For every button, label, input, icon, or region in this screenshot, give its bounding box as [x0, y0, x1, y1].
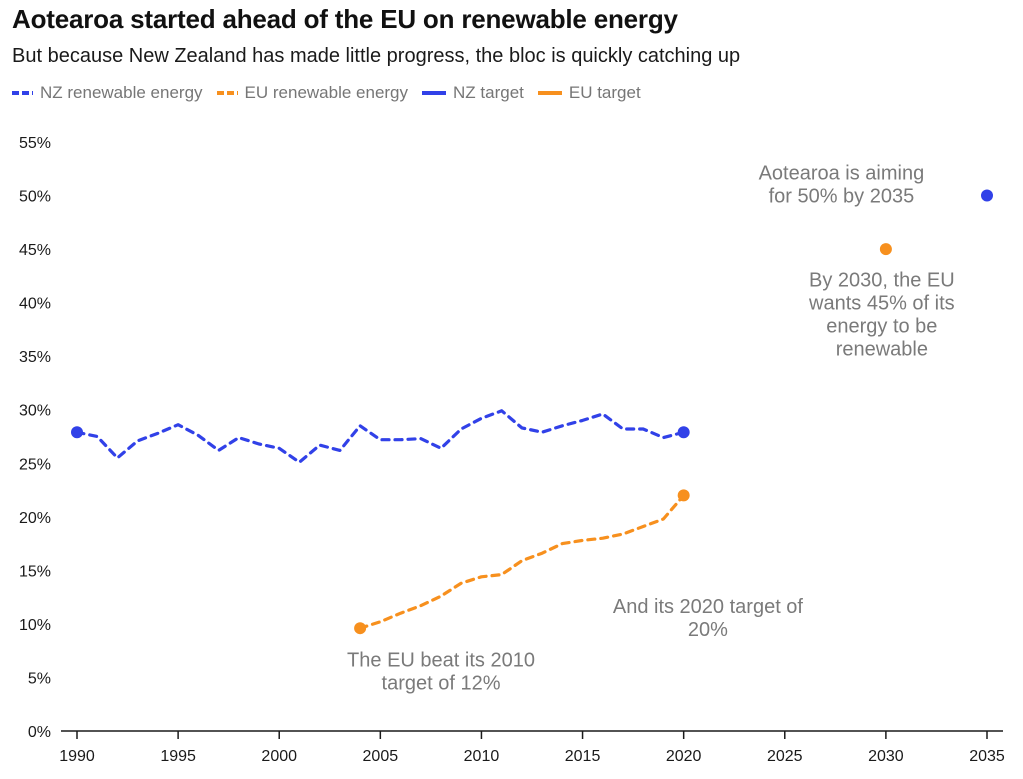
legend-swatch-nz-dashed [12, 91, 33, 95]
y-tick-label: 40% [19, 296, 51, 313]
x-tick-label: 1995 [160, 748, 196, 765]
annotation-line: Aotearoa is aiming [759, 162, 925, 184]
x-tick-label: 2035 [969, 748, 1005, 765]
series-layer [71, 189, 993, 635]
annotation-line: for 50% by 2035 [769, 185, 915, 207]
y-tick-label: 10% [19, 617, 51, 634]
legend-item-nz-renewable: NZ renewable energy [12, 83, 203, 103]
nz-renewable-energy-line [75, 409, 686, 464]
x-axis: 1990 1995 2000 2005 2010 2015 2020 2025 2030 2035 [59, 730, 1005, 765]
y-tick-label: 0% [28, 724, 51, 741]
x-tick-label: 2005 [363, 748, 399, 765]
legend-item-eu-target: EU target [537, 83, 641, 103]
y-tick-label: 15% [19, 563, 51, 580]
nz-renewable-energy-endpoint-marker [71, 426, 83, 439]
x-tick-label: 2000 [261, 748, 297, 765]
eu-target-point [879, 243, 892, 256]
x-tick-label: 2010 [464, 748, 500, 765]
chart-subtitle: But because New Zealand has made little … [12, 45, 741, 67]
annotation-layer: Aotearoa is aiming for 50% by 2035 By 2030… [347, 162, 955, 694]
legend-label: EU target [568, 83, 641, 102]
y-tick-label: 45% [19, 242, 51, 259]
y-tick-label: 50% [19, 189, 51, 206]
eu-renewable-energy-endpoint-marker [354, 622, 367, 635]
x-tick-label: 1990 [59, 748, 95, 765]
legend-label: NZ renewable energy [40, 83, 203, 102]
x-tick-label: 2020 [666, 748, 702, 765]
x-tick-label: 2015 [565, 748, 601, 765]
y-tick-label: 20% [19, 510, 51, 527]
legend-label: EU renewable energy [244, 83, 409, 102]
annotation-line: The EU beat its 2010 [347, 650, 535, 672]
legend: NZ renewable energy EU renewable energy … [12, 83, 655, 103]
annotation-nz-target-note: Aotearoa is aiming for 50% by 2035 [759, 162, 925, 207]
annotation-eu-2010-note: The EU beat its 2010 target of 12% [347, 650, 535, 695]
annotation-line: renewable [836, 339, 928, 361]
y-tick-label: 30% [19, 403, 51, 420]
x-tick-label: 2025 [767, 748, 803, 765]
nz-renewable-energy-endpoint-marker [677, 426, 690, 439]
legend-item-nz-target: NZ target [422, 83, 524, 103]
x-tick-label: 2030 [868, 748, 904, 765]
y-tick-label: 55% [19, 135, 51, 152]
annotation-line: By 2030, the EU [809, 270, 955, 292]
nz-target-point [981, 189, 993, 202]
eu-renewable-energy-line [358, 493, 686, 630]
annotation-line: energy to be [826, 316, 937, 338]
y-tick-label: 5% [28, 670, 51, 687]
chart-title: Aotearoa started ahead of the EU on rene… [12, 4, 678, 34]
annotation-eu-2030-note: By 2030, the EU wants 45% of its energy to… [808, 270, 955, 361]
y-tick-label: 35% [19, 349, 51, 366]
y-tick-label: 25% [19, 456, 51, 473]
legend-swatch-nz-solid [422, 91, 447, 95]
eu-renewable-energy-endpoint-marker [677, 489, 690, 502]
legend-item-eu-renewable: EU renewable energy [216, 83, 409, 103]
legend-swatch-eu-dashed [216, 91, 238, 95]
annotation-eu-2020-note: And its 2020 target of 20% [613, 596, 804, 641]
legend-label: NZ target [453, 83, 524, 102]
legend-swatch-eu-solid [537, 91, 562, 95]
annotation-line: target of 12% [382, 673, 501, 695]
annotation-line: And its 2020 target of [613, 596, 804, 618]
y-axis: 0% 5% 10% 15% 20% 25% 30% 35% 40% 45% 50% 55% [19, 135, 51, 741]
annotation-line: 20% [688, 619, 728, 641]
annotation-line: wants 45% of its [808, 293, 955, 315]
